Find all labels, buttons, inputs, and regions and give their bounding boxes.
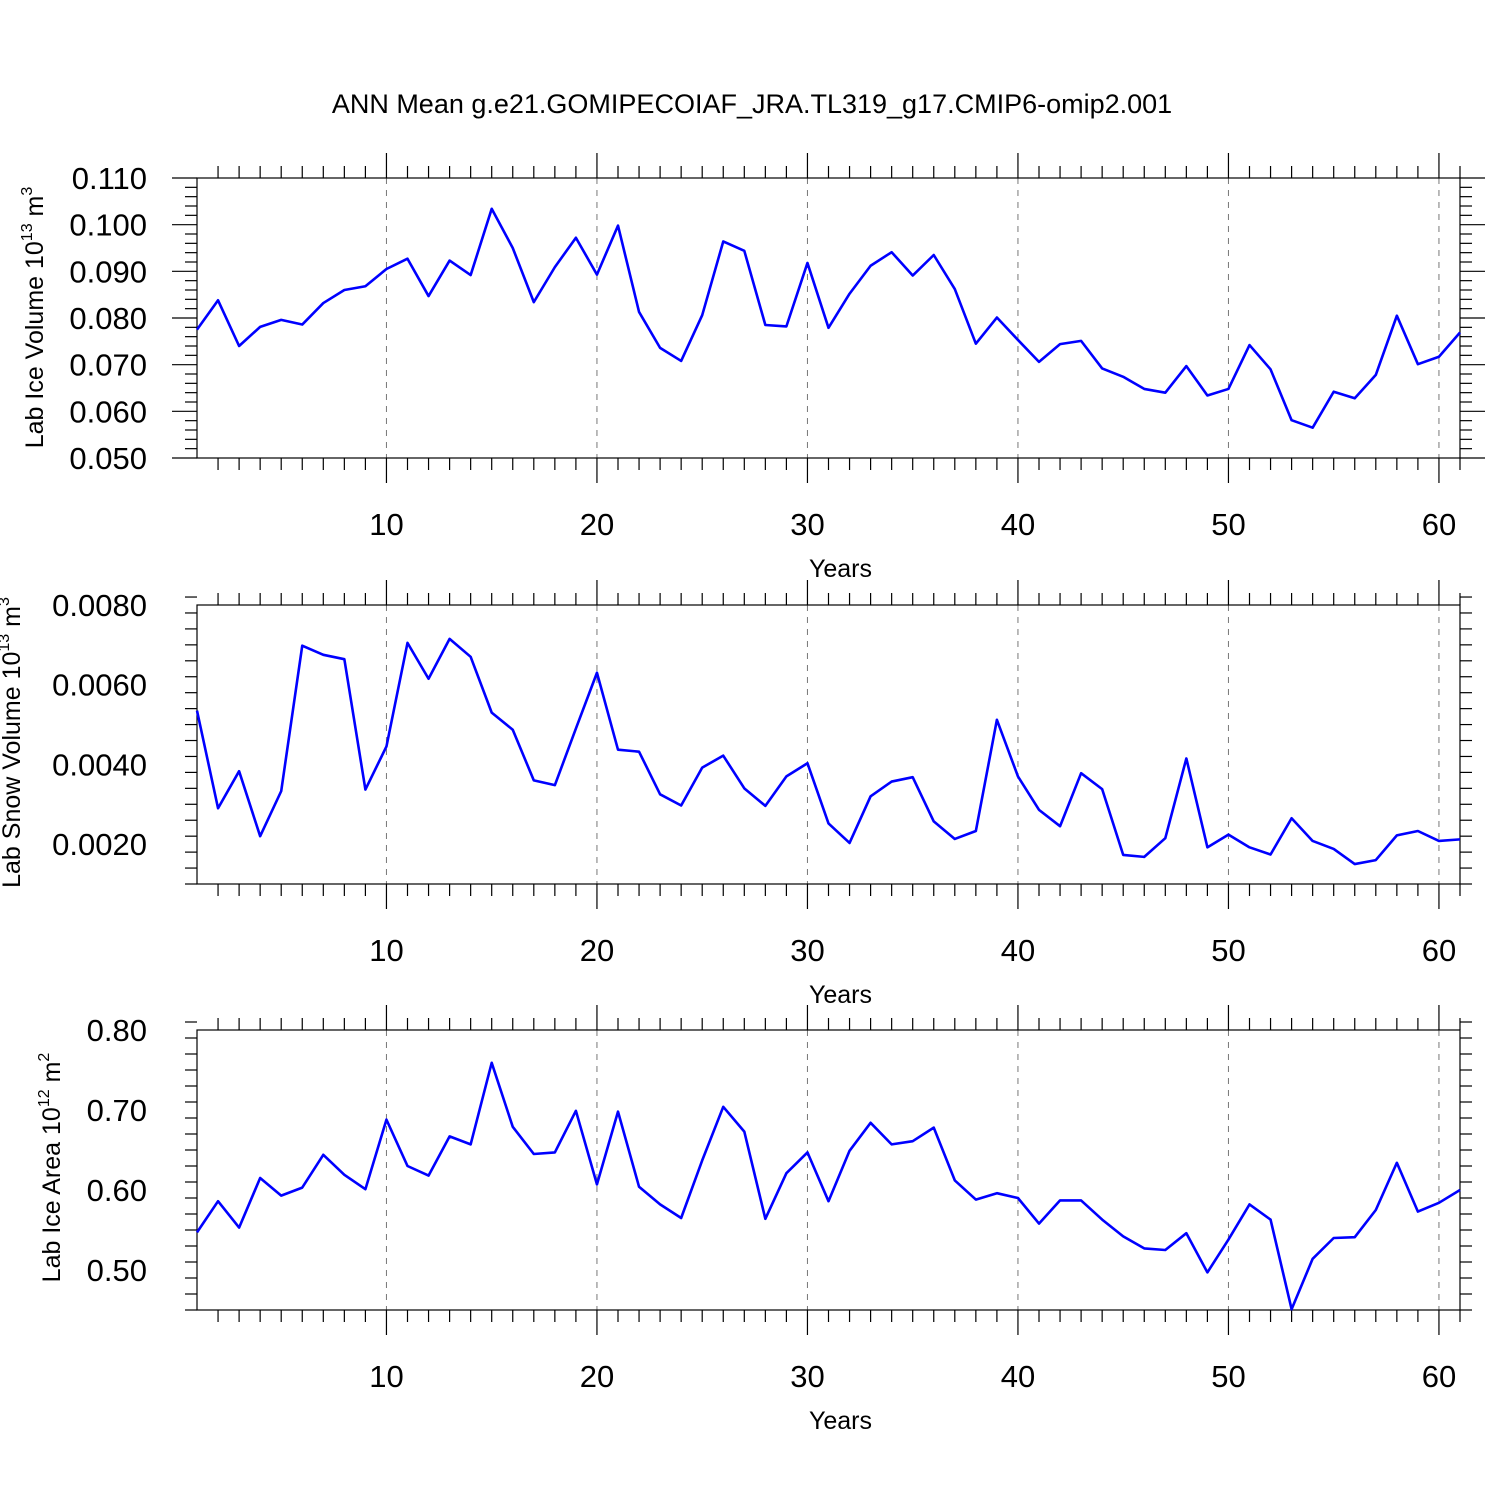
series-line [195, 207, 1461, 429]
y-tick-label: 0.080 [69, 301, 147, 336]
y-axis-label: Lab Snow Volume 1013 m3 [0, 597, 26, 888]
x-tick-label: 10 [369, 1359, 403, 1394]
x-axis-label: Years [809, 981, 872, 1009]
x-tick-label: 30 [790, 507, 824, 542]
x-tick-label: 50 [1211, 1359, 1245, 1394]
x-tick-label: 60 [1422, 1359, 1456, 1394]
y-axis-label: Lab Ice Area 1012 m2 [36, 1053, 66, 1283]
chart-title: ANN Mean g.e21.GOMIPECOIAF_JRA.TL319_g17… [332, 89, 1172, 119]
y-tick-label: 0.070 [69, 348, 147, 383]
x-axis-label: Years [809, 1407, 872, 1435]
y-tick-label: 0.090 [69, 254, 147, 289]
y-tick-label: 0.70 [87, 1093, 147, 1128]
x-tick-label: 60 [1422, 507, 1456, 542]
x-tick-label: 20 [580, 507, 614, 542]
y-axis-label: Lab Ice Volume 1013 m3 [19, 187, 49, 449]
x-tick-label: 20 [580, 933, 614, 968]
panel-ice-area: 10 20 30 40 50 60 0.50 0.60 0.70 0.80 Years Lab Ice… [36, 1005, 1472, 1435]
y-tick-label: 0.100 [69, 208, 147, 243]
y-tick-label: 0.0060 [52, 668, 147, 703]
series-line [195, 637, 1461, 866]
y-tick-label: 0.0020 [52, 827, 147, 862]
x-axis-label: Years [809, 555, 872, 583]
x-tick-label: 10 [369, 507, 403, 542]
panel-ice-volume: 10 20 30 40 50 60 0.050 0.060 0.070 0.080 0.090 0.1… [19, 153, 1485, 583]
series-line [195, 1061, 1461, 1311]
x-tick-label: 50 [1211, 933, 1245, 968]
x-tick-label: 40 [1001, 507, 1035, 542]
y-tick-label: 0.0080 [52, 588, 147, 623]
y-tick-label: 0.0040 [52, 747, 147, 782]
y-tick-label: 0.050 [69, 441, 147, 476]
x-tick-label: 30 [790, 1359, 824, 1394]
y-tick-label: 0.110 [72, 161, 147, 196]
panel-snow-volume: 10 20 30 40 50 60 0.0020 0.0040 0.0060 0.0080 Year… [0, 580, 1472, 1009]
x-tick-label: 40 [1001, 1359, 1035, 1394]
y-tick-label: 0.060 [69, 394, 147, 429]
y-tick-label: 0.80 [87, 1013, 147, 1048]
x-tick-label: 50 [1211, 507, 1245, 542]
y-tick-label: 0.60 [87, 1173, 147, 1208]
y-tick-label: 0.50 [87, 1253, 147, 1288]
x-tick-label: 30 [790, 933, 824, 968]
x-tick-label: 20 [580, 1359, 614, 1394]
x-tick-label: 40 [1001, 933, 1035, 968]
x-tick-label: 10 [369, 933, 403, 968]
x-tick-label: 60 [1422, 933, 1456, 968]
